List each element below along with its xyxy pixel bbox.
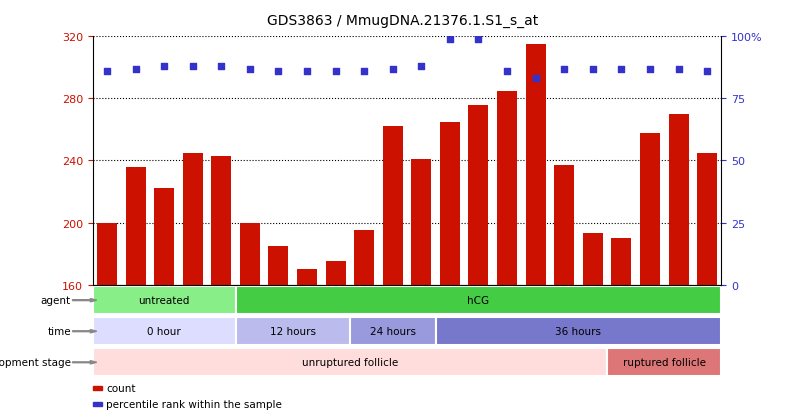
- Point: [301, 69, 314, 75]
- Bar: [350, 318, 435, 345]
- Bar: [326, 262, 346, 285]
- Text: unruptured follicle: unruptured follicle: [301, 357, 398, 368]
- Bar: [583, 234, 603, 285]
- Point: [643, 66, 656, 73]
- Text: 12 hours: 12 hours: [270, 326, 316, 337]
- Point: [415, 64, 428, 70]
- Bar: [211, 157, 231, 285]
- Bar: [354, 231, 374, 285]
- Point: [215, 64, 228, 70]
- Bar: [93, 349, 607, 376]
- Bar: [154, 189, 174, 285]
- Bar: [268, 246, 289, 285]
- Text: ruptured follicle: ruptured follicle: [623, 357, 706, 368]
- Bar: [468, 105, 488, 285]
- Bar: [668, 114, 688, 285]
- Bar: [526, 45, 546, 285]
- Text: 0 hour: 0 hour: [147, 326, 181, 337]
- Point: [700, 69, 713, 75]
- Text: percentile rank within the sample: percentile rank within the sample: [106, 399, 282, 409]
- Bar: [235, 318, 350, 345]
- Text: 24 hours: 24 hours: [370, 326, 416, 337]
- Point: [158, 64, 171, 70]
- Bar: [93, 318, 235, 345]
- Bar: [435, 318, 721, 345]
- Bar: [555, 166, 574, 285]
- Point: [501, 69, 513, 75]
- Point: [558, 66, 571, 73]
- Bar: [440, 122, 460, 285]
- Text: untreated: untreated: [139, 295, 190, 306]
- Bar: [240, 223, 260, 285]
- Bar: [97, 223, 117, 285]
- Text: GDS3863 / MmugDNA.21376.1.S1_s_at: GDS3863 / MmugDNA.21376.1.S1_s_at: [268, 14, 538, 28]
- Bar: [607, 349, 721, 376]
- Point: [615, 66, 628, 73]
- Bar: [697, 153, 717, 285]
- Bar: [411, 159, 431, 285]
- Text: 36 hours: 36 hours: [555, 326, 601, 337]
- Point: [530, 76, 542, 83]
- Text: count: count: [106, 383, 136, 393]
- Bar: [93, 287, 235, 314]
- Bar: [611, 239, 631, 285]
- Point: [672, 66, 685, 73]
- Point: [586, 66, 599, 73]
- Point: [329, 69, 342, 75]
- Bar: [297, 270, 317, 285]
- Bar: [497, 91, 517, 285]
- Text: time: time: [48, 326, 71, 337]
- Point: [101, 69, 114, 75]
- Point: [272, 69, 285, 75]
- Text: hCG: hCG: [467, 295, 489, 306]
- Point: [129, 66, 142, 73]
- Bar: [640, 133, 660, 285]
- Point: [358, 69, 371, 75]
- Bar: [383, 127, 403, 285]
- Point: [386, 66, 399, 73]
- Point: [472, 36, 485, 43]
- Bar: [183, 153, 203, 285]
- Point: [186, 64, 199, 70]
- Point: [243, 66, 256, 73]
- Bar: [126, 167, 146, 285]
- Text: agent: agent: [41, 295, 71, 306]
- Bar: [235, 287, 721, 314]
- Text: development stage: development stage: [0, 357, 71, 368]
- Point: [443, 36, 456, 43]
